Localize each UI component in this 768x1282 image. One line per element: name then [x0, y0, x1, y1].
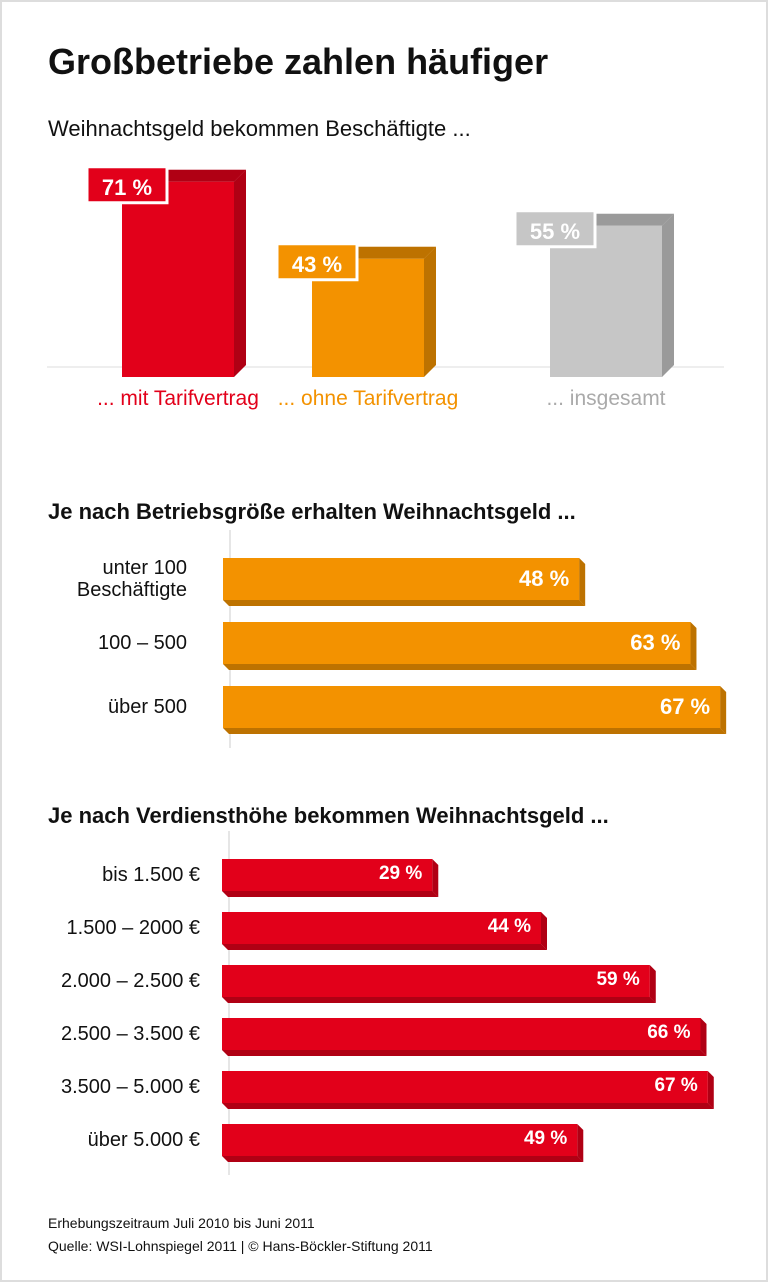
bar-shade [223, 728, 727, 734]
footnote: Quelle: WSI-Lohnspiegel 2011 | © Hans-Bö… [48, 1238, 433, 1254]
category-label: unter 100 Beschäftigte [76, 557, 187, 601]
bar [222, 1124, 578, 1156]
bar-shade [690, 622, 697, 670]
bar-shade [222, 1156, 584, 1162]
bar-side [579, 558, 586, 606]
category-label: 3.500 – 5.000 € [60, 1076, 200, 1098]
bar-shade [700, 1018, 707, 1056]
bar [222, 965, 650, 997]
bar-shade [234, 169, 246, 377]
bar [222, 1018, 701, 1050]
value-label: 48 % [519, 566, 570, 591]
category-label: ... ohne Tarifvertrag [277, 387, 459, 410]
bar [223, 622, 691, 664]
bar-side [222, 1156, 584, 1162]
bar-shade [223, 664, 697, 670]
value-label: 59 % [596, 969, 640, 990]
bar-shade [222, 944, 547, 950]
bar-shade [720, 686, 727, 734]
category-label: 1.500 – 2000 € [66, 917, 200, 939]
bar-side [432, 859, 439, 897]
value-label: 71 % [101, 174, 153, 200]
bar-side [234, 169, 246, 377]
bar [550, 225, 662, 377]
chart-title: Je nach Verdiensthöhe bekommen Weihnacht… [48, 803, 609, 828]
bar [222, 912, 541, 944]
bar-side [690, 622, 697, 670]
bar-side [720, 686, 727, 734]
bar-shade [222, 891, 439, 897]
chart-subtitle: Weihnachtsgeld bekommen Beschäftigte ... [48, 116, 471, 141]
bar-shade [707, 1071, 714, 1109]
bar-side [662, 213, 674, 377]
value-label: 44 % [487, 916, 531, 937]
footnote: Erhebungszeitraum Juli 2010 bis Juni 201… [48, 1215, 315, 1231]
bar-side [222, 1050, 707, 1056]
value-label-box [513, 209, 597, 249]
value-label: 66 % [647, 1022, 691, 1043]
bar-side [223, 728, 727, 734]
value-label: 43 % [291, 251, 343, 277]
bar-side [222, 1103, 714, 1109]
bar [222, 1071, 708, 1103]
category-label: ... mit Tarifvertrag [97, 387, 259, 410]
bar-shade [424, 246, 436, 377]
bar-shade [541, 912, 547, 950]
value-label-box [85, 165, 169, 205]
value-label-box [275, 242, 359, 282]
bar-side [541, 912, 547, 950]
category-label: bis 1.500 € [102, 864, 200, 886]
bar-side [222, 891, 439, 897]
category-label: über 500 [108, 696, 187, 718]
bar-shade [223, 600, 586, 606]
category-label: 2.500 – 3.500 € [60, 1023, 200, 1045]
bar [223, 558, 580, 600]
value-label: 29 % [378, 863, 423, 884]
value-label: 67 % [654, 1075, 698, 1096]
bar-side [222, 997, 656, 1003]
bar-side [577, 1124, 584, 1162]
bar-shade [222, 1103, 714, 1109]
value-label: 49 % [523, 1128, 568, 1149]
category-label: 2.000 – 2.500 € [60, 970, 200, 992]
bar-shade [222, 1050, 707, 1056]
category-label: 100 – 500 [98, 632, 187, 654]
bar-side [424, 246, 436, 377]
value-label: 67 % [659, 694, 711, 719]
page-title: Großbetriebe zahlen häufiger [48, 41, 549, 82]
bar-side [700, 1018, 707, 1056]
bar-side [223, 664, 697, 670]
bar [223, 686, 721, 728]
bar [122, 181, 234, 377]
bar-shade [579, 558, 586, 606]
category-label: ... insgesamt [546, 387, 666, 410]
bar-shade [662, 213, 674, 377]
bar-side [222, 944, 547, 950]
value-label: 55 % [529, 218, 581, 244]
bar-side [223, 600, 586, 606]
bar-shade [222, 997, 656, 1003]
bar-side [707, 1071, 714, 1109]
value-label: 63 % [630, 630, 681, 655]
bar-side [649, 965, 656, 1003]
category-label: über 5.000 € [87, 1129, 200, 1151]
bar-shade [649, 965, 656, 1003]
bar [222, 859, 433, 891]
chart-title: Je nach Betriebsgröße erhalten Weihnacht… [48, 499, 576, 524]
bar-shade [432, 859, 439, 897]
bar-shade [577, 1124, 584, 1162]
